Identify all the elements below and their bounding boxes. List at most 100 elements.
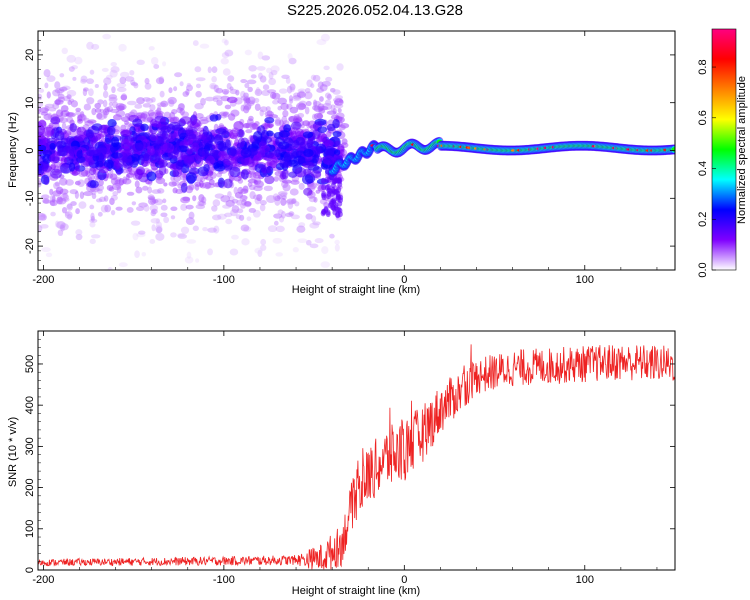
spectrogram-cell (112, 101, 119, 109)
spectrogram-cell (260, 136, 273, 144)
spectrogram-cell (230, 208, 238, 217)
spectrogram-cell (158, 159, 168, 168)
spectrogram-cell (140, 123, 149, 132)
spectrogram-cell (103, 83, 108, 91)
spectrogram-cell (243, 226, 252, 233)
spectrogram-cell (90, 149, 101, 156)
spectrogram-cell (97, 211, 103, 217)
spectrogram-cells (38, 33, 675, 270)
spectrogram-cell (38, 144, 47, 152)
spectrogram-cell (307, 182, 316, 190)
spectrogram-cell (167, 96, 177, 105)
spectrogram-cell (138, 230, 146, 235)
spectrogram-cell (69, 123, 77, 133)
spectrogram-cell (313, 105, 324, 113)
spectrogram-cell (188, 167, 200, 175)
spectrogram-cell (228, 196, 235, 202)
spectrogram-cell (132, 118, 143, 127)
spectrogram-cell (279, 158, 291, 169)
spectrogram-cell (160, 100, 169, 108)
spectrogram-cell (156, 102, 167, 107)
spectrogram-cell (213, 162, 220, 169)
spectrogram-cell (212, 95, 223, 100)
spectrogram-cell (256, 66, 266, 71)
spectrogram-cell (281, 211, 286, 219)
spectrogram-cell (130, 81, 138, 87)
spectrogram-cell (243, 101, 252, 110)
spectrogram-cell (186, 147, 194, 155)
spectrogram-cell (46, 75, 56, 83)
spectrogram-cell (60, 193, 70, 201)
spectrogram-cell (255, 87, 261, 95)
spectrogram-cell (325, 76, 333, 82)
spectrogram-cell (240, 224, 250, 232)
spectrogram-cell (59, 188, 69, 195)
spectrogram-cell (334, 140, 341, 148)
spectrogram-cell (185, 132, 197, 140)
spectrogram-cell (240, 188, 249, 194)
colorbar-tick-label: 0.6 (697, 110, 709, 125)
spectrogram-cell (195, 204, 206, 210)
spectrogram-cell (54, 99, 64, 105)
spectrogram-cell (54, 88, 65, 94)
spectrogram-cell (216, 172, 222, 178)
spectrogram-cell (218, 111, 229, 117)
spectrogram-cell (124, 76, 135, 82)
spectrogram-cell (247, 178, 257, 184)
spectrogram-cell (88, 88, 94, 97)
spectrogram-cell (91, 190, 97, 195)
spectrogram-cell (110, 61, 117, 67)
spectrogram-cell (331, 205, 337, 212)
spectrogram-cell (298, 222, 306, 228)
spectrogram-cell (48, 107, 57, 112)
spectrogram-cell (62, 197, 70, 202)
spectrogram-cell (293, 155, 306, 165)
spectrogram-cell (245, 129, 253, 134)
spectrogram-cell (336, 63, 344, 71)
spectrogram-cell (90, 234, 101, 239)
spectrogram-cell (39, 107, 49, 113)
spectrogram-cell (186, 84, 193, 92)
spectrogram-cell (264, 175, 275, 185)
spectrogram-cell (134, 168, 143, 180)
spectrogram-cell (38, 105, 42, 111)
spectrogram-y-tick-label: 10 (24, 97, 36, 109)
spectrogram-cell (82, 87, 89, 92)
spectrogram-cell (74, 180, 81, 186)
spectrogram-cell (240, 203, 246, 209)
spectrogram-cell (332, 97, 343, 103)
spectrogram-cell (202, 125, 209, 137)
spectrogram-cell (67, 213, 73, 220)
spectrogram-cell (254, 180, 264, 188)
spectrogram-cell (186, 174, 196, 185)
spectrogram-cell (120, 93, 128, 101)
spectrogram-cell (95, 160, 104, 168)
spectrogram-cell (123, 120, 129, 126)
spectrogram-cell (180, 182, 188, 193)
spectrogram-cell (96, 112, 103, 120)
spectrogram-cell (80, 75, 88, 83)
spectrogram-cell (47, 112, 53, 120)
spectrogram-x-tick-label: 100 (576, 274, 594, 286)
spectrogram-cell (173, 86, 178, 92)
spectrogram-cell (160, 212, 168, 218)
spectrogram-cell (38, 93, 43, 101)
spectrogram-cell (42, 198, 50, 204)
spectrogram-cell (224, 104, 232, 110)
spectrogram-cell (212, 199, 221, 207)
spectrogram-cell (125, 167, 133, 174)
spectrogram-y-tick-label: 0 (24, 147, 36, 153)
spectrogram-cell (55, 220, 60, 228)
spectrogram-cell (38, 88, 45, 93)
spectrogram-cell (115, 206, 123, 211)
spectrogram-cell (297, 238, 308, 243)
spectrogram-cell (281, 180, 289, 188)
spectrogram-x-tick-label: -100 (213, 274, 235, 286)
spectrogram-cell (275, 252, 284, 257)
spectrogram-cell (140, 113, 148, 119)
spectrogram-cell (135, 186, 143, 194)
colorbar-tick-label: 0.8 (697, 59, 709, 74)
spectrogram-cell (86, 41, 94, 50)
spectrogram-cell (50, 168, 62, 179)
spectrogram-cell (136, 232, 146, 238)
